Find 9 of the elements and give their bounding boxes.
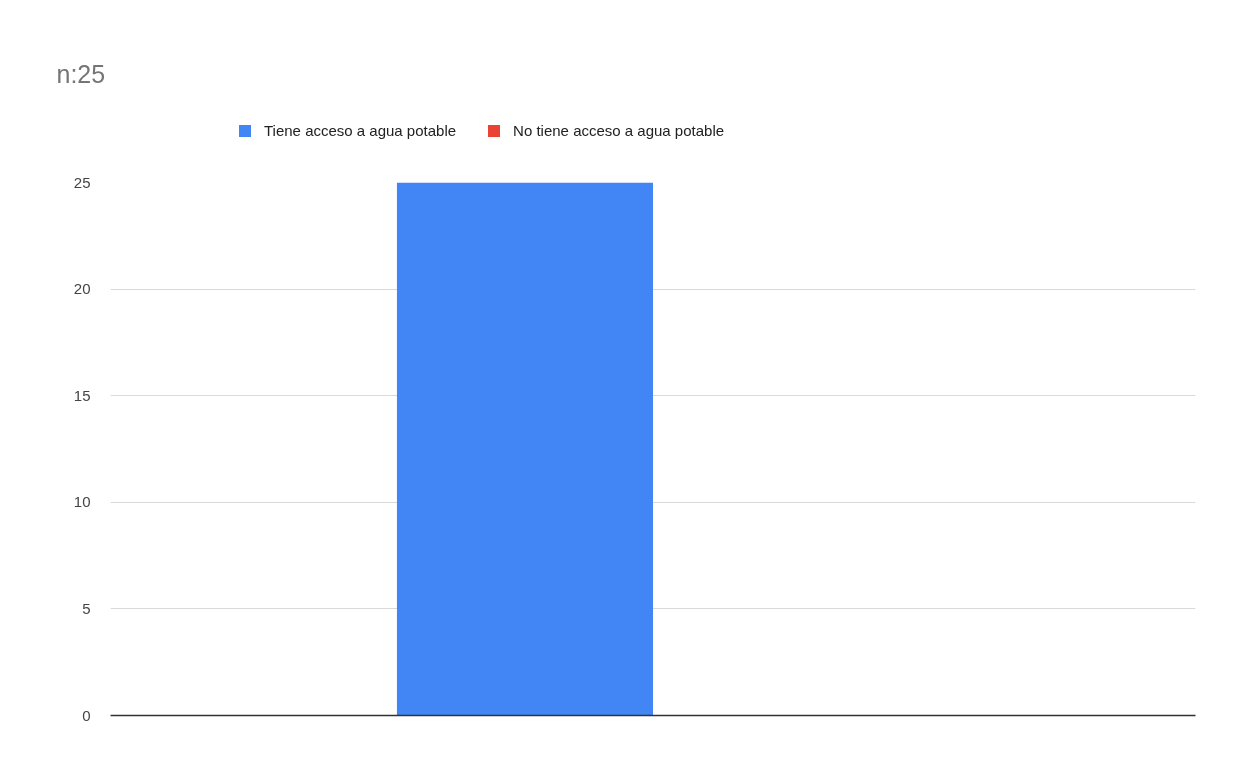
legend-label: No tiene acceso a agua potable: [513, 122, 725, 139]
y-tick-label: 15: [73, 386, 91, 404]
y-tick-label: 20: [73, 280, 91, 298]
chart-title: n:25: [56, 59, 106, 88]
y-tick-label: 10: [73, 493, 91, 511]
y-tick-label: 25: [73, 173, 91, 191]
legend-label: Tiene acceso a agua potable: [264, 122, 457, 139]
y-tick-label: 0: [82, 706, 91, 724]
y-tick-label: 5: [82, 599, 91, 617]
